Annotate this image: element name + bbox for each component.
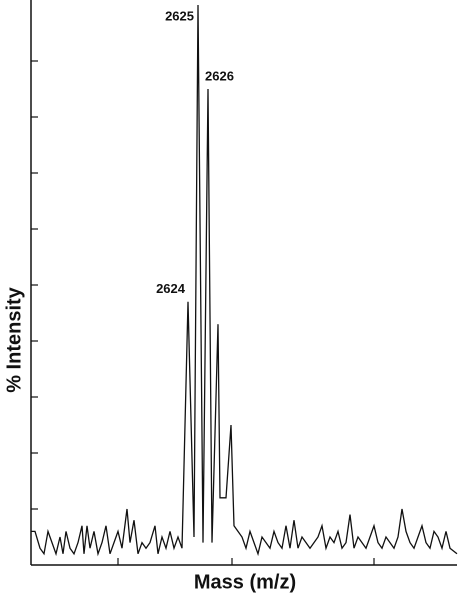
peak-label: 2624 — [156, 281, 186, 296]
peak-label: 2625 — [165, 8, 194, 23]
y-axis-label: % Intensity — [3, 286, 25, 392]
peak-label: 2626 — [205, 68, 234, 83]
x-axis-label: Mass (m/z) — [194, 571, 296, 593]
spectrum-line — [31, 4, 458, 557]
